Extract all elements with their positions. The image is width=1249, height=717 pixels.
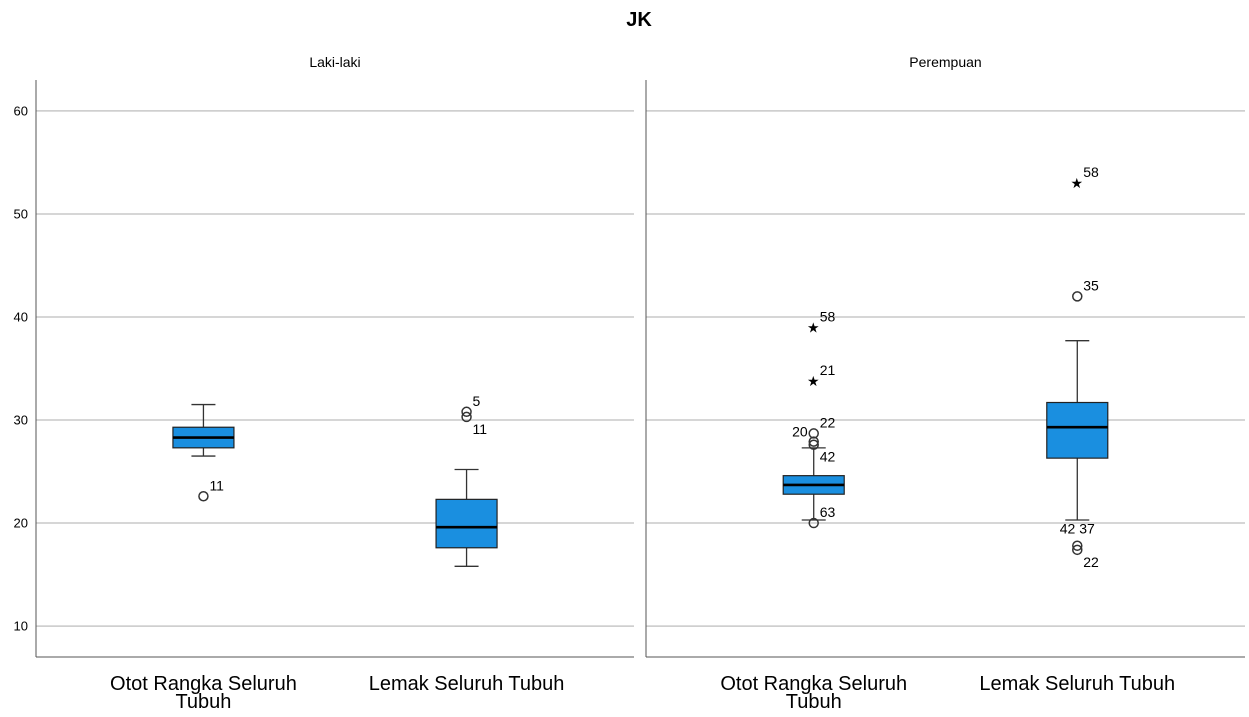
outlier-label: 11 [209,477,224,493]
outlier-label: 22 [1083,554,1099,570]
y-tick-label: 50 [14,206,28,221]
outlier-label: 58 [1083,164,1099,180]
outlier-label: 22 [820,414,836,430]
x-category-label: Lemak Seluruh Tubuh [369,673,565,695]
panel-title: Laki-laki [309,54,360,70]
outlier-label: 21 [820,362,836,378]
outlier-label: 11 [473,421,488,437]
outlier-label: 42 [820,449,836,465]
y-tick-label: 60 [14,103,28,118]
outlier-circle [1073,292,1082,301]
y-tick-label: 10 [14,619,28,634]
x-category-label: Tubuh [175,691,231,713]
x-category-label: Tubuh [786,691,842,713]
outlier-star: ★ [807,320,820,336]
outlier-label: 20 [792,424,808,440]
outlier-star: ★ [807,374,820,390]
outlier-star: ★ [1070,176,1083,192]
y-tick-label: 20 [14,516,28,531]
box-otot-rangka: 11 [173,405,234,501]
iqr-box [436,499,497,547]
x-category-label: Lemak Seluruh Tubuh [979,673,1175,695]
outlier-label: 35 [1083,277,1099,293]
outlier-label: 42 37 [1060,521,1095,537]
y-tick-label: 30 [14,413,28,428]
outlier-label: 5 [473,393,481,409]
box-lemak: ★58 35 42 37 22 [1047,164,1108,570]
outlier-circle [199,492,208,501]
box-lemak: 5 11 [436,393,497,567]
iqr-box [1047,403,1108,459]
y-tick-label: 40 [14,309,28,324]
chart-title: JK [626,9,652,31]
outlier-label: 58 [820,308,836,324]
outlier-label: 63 [820,504,836,520]
panel-title: Perempuan [909,54,981,70]
